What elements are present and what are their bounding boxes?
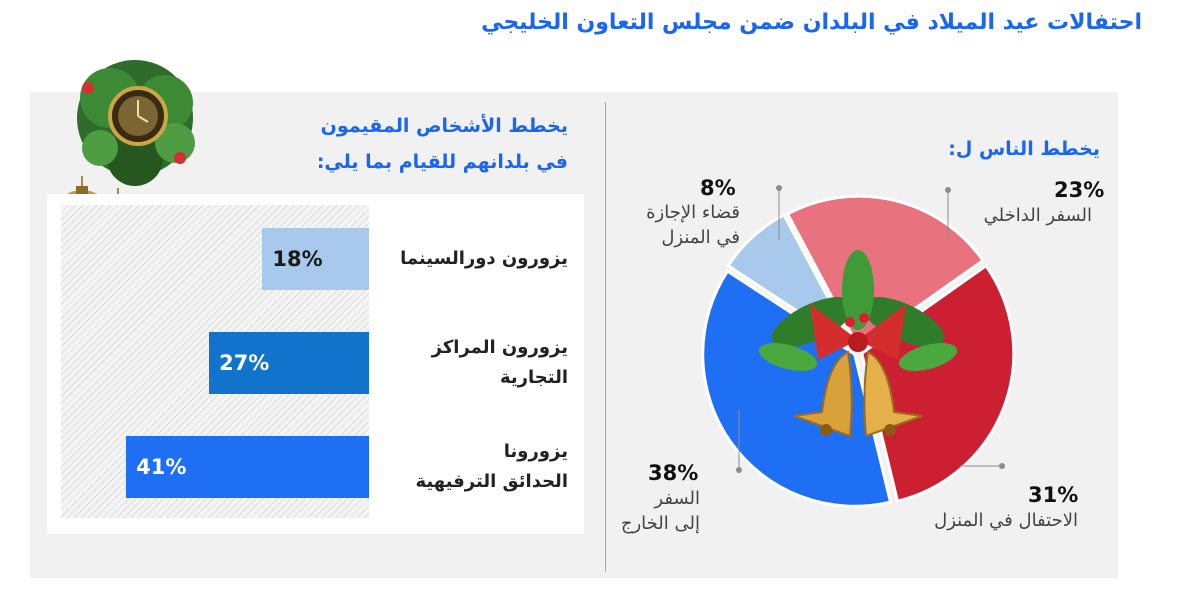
bar-section-heading: يخطط الأشخاص المقيمون في بلدانهم للقيام … bbox=[60, 108, 568, 180]
bar-value-label: 18% bbox=[272, 247, 323, 271]
bar bbox=[262, 228, 369, 290]
slice-percent-label: 31% bbox=[1028, 483, 1079, 507]
berry-icon bbox=[174, 152, 186, 164]
bar bbox=[126, 436, 369, 498]
bar-category-label: يزورونا الحدائق الترفيهية bbox=[415, 441, 568, 492]
slice-percent-label: 38% bbox=[648, 461, 699, 485]
bar bbox=[209, 332, 369, 394]
slice-category-label: السفر الداخلي bbox=[983, 205, 1092, 226]
section-divider bbox=[605, 102, 606, 572]
bar-category-label: يزورون دورالسينما bbox=[400, 248, 568, 269]
page-title: احتفالات عيد الميلاد في البلدان ضمن مجلس… bbox=[481, 10, 1142, 35]
clock-icon bbox=[108, 86, 168, 146]
donut-slice bbox=[860, 263, 1016, 503]
leader-dot bbox=[736, 467, 742, 473]
donut-slice bbox=[785, 194, 986, 351]
berry-icon bbox=[82, 82, 94, 94]
bar-heading-line: يخطط الأشخاص المقيمون bbox=[320, 115, 568, 137]
bar-category-label: يزورون المراكز التجارية bbox=[431, 337, 568, 388]
christmas-bells-icon bbox=[758, 250, 958, 438]
bar-heading-line: في بلدانهم للقيام بما يلي: bbox=[316, 151, 568, 173]
slice-percent-label: 8% bbox=[700, 176, 736, 200]
donut-slice bbox=[701, 268, 893, 508]
slice-percent-label: 23% bbox=[1054, 178, 1105, 202]
leader-dot bbox=[945, 187, 951, 193]
bar-value-label: 27% bbox=[219, 351, 270, 375]
slice-category-label: السفر إلى الخارج bbox=[620, 488, 700, 534]
slice-category-label: الاحتفال في المنزل bbox=[934, 510, 1078, 531]
leader-dot bbox=[776, 185, 782, 191]
slice-category-label: قضاء الإجازة في المنزل bbox=[646, 202, 740, 248]
leader-dot bbox=[999, 463, 1005, 469]
bar-value-label: 41% bbox=[136, 455, 187, 479]
pie-section-heading: يخطط الناس ل: bbox=[948, 138, 1100, 160]
